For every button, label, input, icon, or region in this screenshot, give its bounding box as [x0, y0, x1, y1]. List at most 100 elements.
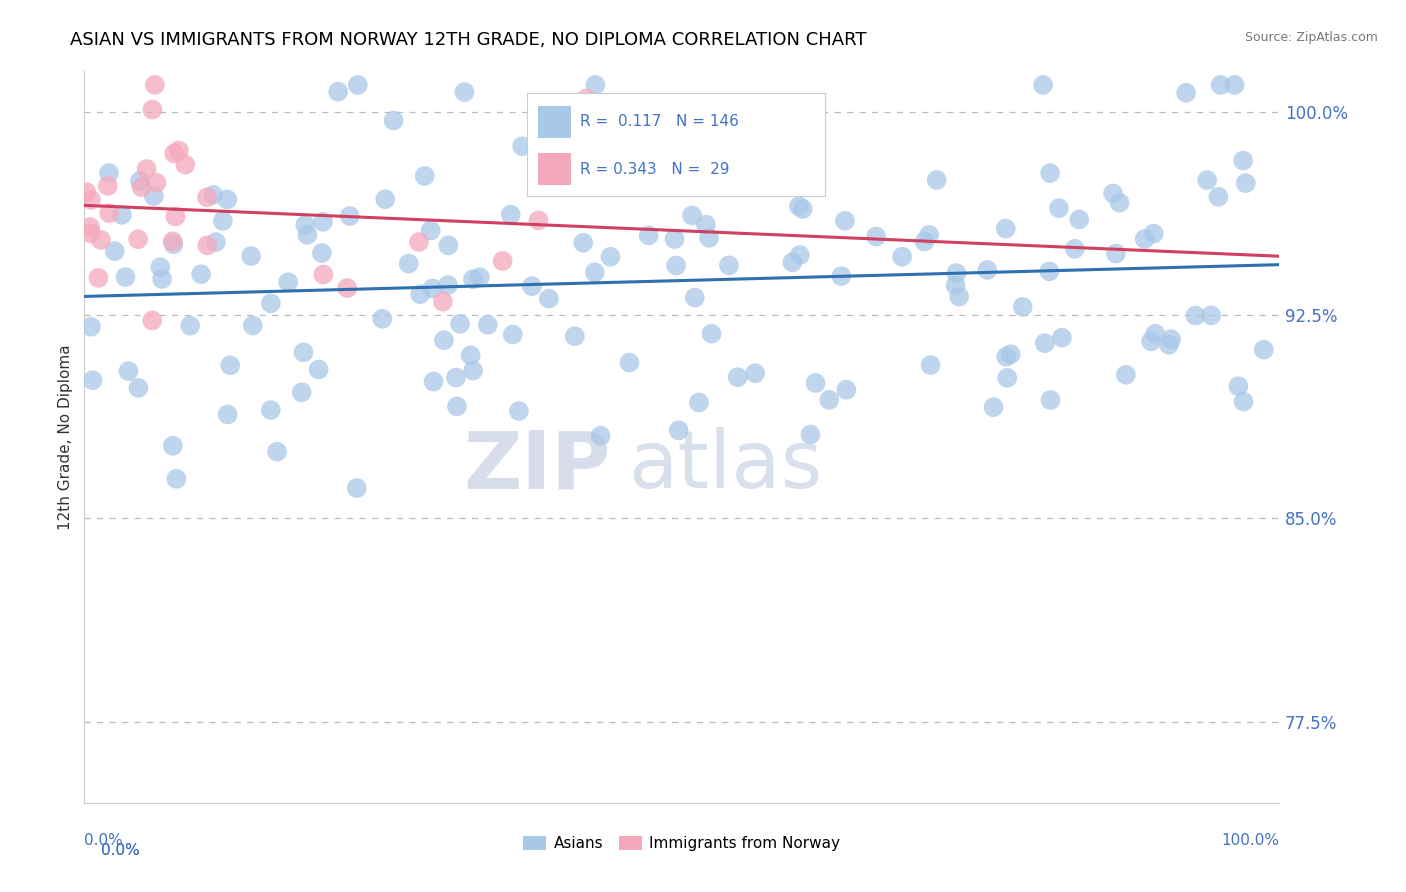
Point: [297, 227, 319, 242]
Point: [292, 345, 315, 359]
Point: [499, 208, 522, 222]
Point: [664, 232, 686, 246]
Point: [449, 317, 471, 331]
Point: [242, 318, 264, 333]
Point: [681, 208, 703, 222]
Point: [619, 355, 641, 369]
Point: [721, 142, 744, 156]
Point: [339, 209, 361, 223]
Point: [163, 146, 186, 161]
Point: [695, 218, 717, 232]
Point: [572, 235, 595, 250]
Point: [830, 269, 852, 284]
Point: [865, 229, 887, 244]
Point: [914, 235, 936, 249]
Point: [260, 296, 283, 310]
Point: [1143, 227, 1166, 241]
Point: [1069, 212, 1091, 227]
Point: [599, 250, 621, 264]
Point: [446, 400, 468, 414]
Point: [835, 383, 858, 397]
Point: [80, 193, 103, 207]
Point: [1038, 264, 1060, 278]
Text: Source: ZipAtlas.com: Source: ZipAtlas.com: [1244, 31, 1378, 45]
Point: [308, 362, 330, 376]
Point: [589, 429, 612, 443]
Point: [326, 85, 349, 99]
Point: [463, 363, 485, 377]
Point: [564, 329, 586, 343]
Point: [266, 444, 288, 458]
Point: [312, 215, 335, 229]
Point: [1175, 86, 1198, 100]
Point: [1208, 190, 1230, 204]
Point: [1157, 337, 1180, 351]
Point: [468, 270, 491, 285]
Point: [1199, 309, 1222, 323]
Point: [1232, 153, 1254, 168]
Point: [727, 370, 749, 384]
Point: [1033, 336, 1056, 351]
Point: [217, 408, 239, 422]
Point: [920, 358, 942, 372]
Point: [1133, 232, 1156, 246]
Point: [90, 233, 112, 247]
Point: [127, 381, 149, 395]
Point: [787, 199, 810, 213]
Point: [717, 258, 740, 272]
Point: [174, 158, 197, 172]
Text: 0.0%: 0.0%: [84, 833, 124, 848]
Point: [291, 385, 314, 400]
Point: [583, 78, 606, 92]
Point: [117, 364, 139, 378]
Point: [1140, 334, 1163, 349]
Point: [700, 326, 723, 341]
Point: [891, 250, 914, 264]
Point: [527, 213, 550, 227]
Point: [1227, 379, 1250, 393]
Point: [477, 318, 499, 332]
Point: [97, 178, 120, 193]
Point: [1197, 173, 1219, 187]
Point: [312, 268, 335, 282]
Point: [149, 260, 172, 275]
Point: [167, 144, 190, 158]
Point: [502, 327, 524, 342]
Point: [510, 139, 533, 153]
Point: [422, 281, 444, 295]
Point: [1039, 392, 1062, 407]
Point: [336, 281, 359, 295]
Point: [128, 174, 150, 188]
Point: [444, 370, 467, 384]
Point: [114, 270, 136, 285]
Point: [162, 234, 184, 248]
Point: [143, 78, 166, 92]
Point: [432, 294, 454, 309]
Point: [461, 272, 484, 286]
Point: [1011, 300, 1033, 314]
Point: [127, 232, 149, 246]
Point: [382, 113, 405, 128]
Point: [688, 395, 710, 409]
Point: [537, 292, 560, 306]
Point: [240, 249, 263, 263]
Point: [668, 423, 690, 437]
Point: [277, 275, 299, 289]
Point: [422, 375, 444, 389]
Point: [419, 223, 441, 237]
Point: [983, 400, 1005, 414]
Point: [311, 246, 333, 260]
Point: [1108, 195, 1130, 210]
Point: [453, 85, 475, 99]
Point: [818, 392, 841, 407]
Point: [683, 291, 706, 305]
Point: [371, 311, 394, 326]
Point: [508, 404, 530, 418]
Point: [165, 472, 187, 486]
Point: [165, 210, 187, 224]
Point: [1209, 78, 1232, 92]
Point: [925, 173, 948, 187]
Point: [142, 189, 165, 203]
Text: atlas: atlas: [628, 427, 823, 506]
Point: [179, 318, 201, 333]
